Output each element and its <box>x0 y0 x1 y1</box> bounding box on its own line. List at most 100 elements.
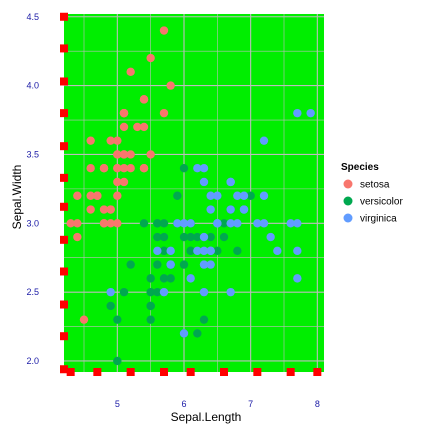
y-tick-label: 3.0 <box>26 218 39 228</box>
data-points <box>66 26 315 366</box>
point-versicolor <box>113 315 122 324</box>
point-versicolor <box>126 260 135 269</box>
point-setosa <box>113 150 122 159</box>
legend: Species setosa versicolor virginica <box>341 162 403 225</box>
point-setosa <box>126 150 135 159</box>
y-axis-title: Sepal.Width <box>10 165 24 230</box>
point-virginica <box>199 232 209 242</box>
point-setosa <box>113 177 122 187</box>
point-virginica <box>293 108 302 118</box>
y-tick-label: 2.0 <box>26 356 39 366</box>
point-setosa <box>139 164 149 173</box>
point-versicolor <box>233 246 242 256</box>
point-virginica <box>179 329 189 338</box>
point-setosa <box>126 164 135 173</box>
point-setosa <box>113 219 122 228</box>
x-rug-mark <box>126 368 135 376</box>
point-virginica <box>173 219 182 228</box>
x-rug-mark <box>313 368 322 376</box>
point-virginica <box>226 219 235 228</box>
point-setosa <box>79 315 89 324</box>
point-versicolor <box>146 287 155 297</box>
point-setosa <box>86 191 95 200</box>
point-virginica <box>233 219 242 228</box>
x-rug-mark <box>186 368 195 376</box>
point-setosa <box>106 219 115 228</box>
y-rug-mark <box>60 142 68 151</box>
y-rug-mark <box>60 235 68 244</box>
y-rug-mark <box>60 77 68 86</box>
point-virginica <box>253 219 262 228</box>
point-versicolor <box>193 329 202 338</box>
point-virginica <box>293 219 302 228</box>
point-virginica <box>166 246 175 256</box>
point-versicolor <box>159 232 169 242</box>
point-versicolor <box>113 356 122 366</box>
legend-label-setosa: setosa <box>360 180 390 191</box>
point-versicolor <box>193 232 202 242</box>
plot-panel <box>64 14 324 372</box>
point-versicolor <box>139 219 149 228</box>
point-virginica <box>259 219 269 228</box>
point-virginica <box>226 205 235 214</box>
x-rug-mark <box>220 368 228 376</box>
x-axis-title: Sepal.Length <box>171 410 242 424</box>
point-versicolor <box>179 260 189 269</box>
point-versicolor <box>153 232 162 242</box>
x-rug-mark <box>93 368 102 376</box>
legend-label-virginica: virginica <box>360 214 397 225</box>
y-rug-mark <box>60 109 68 118</box>
x-rug-mark <box>286 368 295 376</box>
point-versicolor <box>159 274 169 283</box>
point-setosa <box>86 136 95 145</box>
point-virginica <box>186 219 195 228</box>
y-rug-mark <box>60 332 68 341</box>
point-versicolor <box>153 260 162 269</box>
point-setosa <box>159 26 169 35</box>
y-rug-mark <box>60 300 68 309</box>
point-versicolor <box>199 315 209 324</box>
point-setosa <box>119 177 129 187</box>
point-setosa <box>86 164 95 173</box>
point-setosa <box>99 219 109 228</box>
point-virginica <box>206 191 215 200</box>
legend-key-setosa <box>343 179 353 189</box>
legend-label-versicolor: versicolor <box>360 197 403 208</box>
point-virginica <box>259 191 269 200</box>
point-virginica <box>199 246 209 256</box>
point-virginica <box>293 246 302 256</box>
point-setosa <box>119 108 129 118</box>
point-versicolor <box>159 219 169 228</box>
point-setosa <box>139 122 149 132</box>
axis-rug <box>60 12 322 376</box>
point-versicolor <box>106 301 115 311</box>
point-virginica <box>226 177 235 187</box>
point-virginica <box>199 164 209 173</box>
point-virginica <box>193 246 202 256</box>
y-tick-label: 2.5 <box>26 287 39 297</box>
point-virginica <box>106 287 115 297</box>
point-setosa <box>66 219 75 228</box>
point-virginica <box>159 287 169 297</box>
point-versicolor <box>179 232 189 242</box>
point-virginica <box>226 287 235 297</box>
point-virginica <box>166 260 175 269</box>
point-versicolor <box>166 274 175 283</box>
point-setosa <box>93 191 102 200</box>
y-tick-label: 4.0 <box>26 81 39 91</box>
point-virginica <box>206 246 215 256</box>
point-virginica <box>233 191 242 200</box>
point-versicolor <box>206 232 215 242</box>
tick-labels: 5 6 7 8 2.0 2.5 3.0 3.5 4.0 4.5 <box>26 12 319 409</box>
point-setosa <box>146 150 155 159</box>
point-versicolor <box>119 287 129 297</box>
point-setosa <box>113 164 122 173</box>
y-rug-mark <box>60 173 68 182</box>
point-versicolor <box>146 315 155 324</box>
point-versicolor <box>153 287 162 297</box>
point-virginica <box>206 260 215 269</box>
point-setosa <box>99 205 109 214</box>
point-virginica <box>199 287 209 297</box>
point-virginica <box>239 205 249 214</box>
